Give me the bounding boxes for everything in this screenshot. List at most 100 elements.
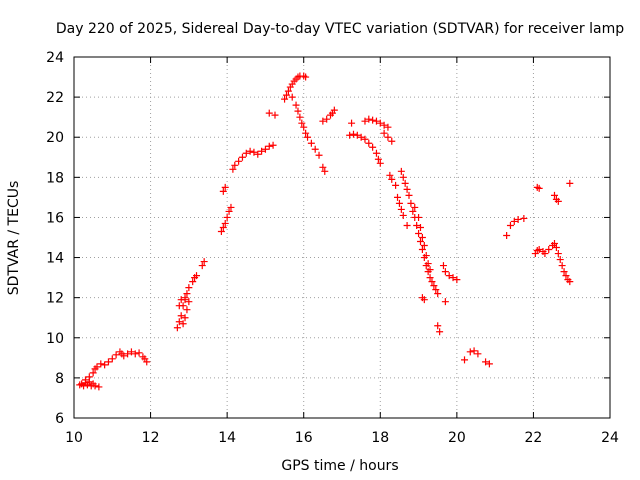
data-point — [376, 119, 384, 127]
x-tick-label: 18 — [371, 430, 389, 446]
data-point — [346, 131, 354, 139]
data-point — [461, 356, 469, 364]
data-point — [175, 318, 183, 326]
y-tick-label: 8 — [55, 371, 64, 387]
data-point — [120, 352, 128, 360]
data-point — [183, 306, 191, 314]
data-point — [380, 121, 388, 129]
data-point — [422, 252, 430, 260]
data-point — [181, 294, 189, 302]
data-point — [104, 358, 112, 366]
data-point — [386, 171, 394, 179]
data-point — [520, 214, 528, 222]
data-point — [416, 238, 424, 246]
x-tick-label: 20 — [448, 430, 466, 446]
data-point — [185, 284, 193, 292]
data-point — [374, 155, 382, 163]
gridlines — [74, 57, 610, 418]
data-point — [361, 135, 369, 143]
data-point — [284, 87, 292, 95]
data-point — [330, 106, 338, 114]
data-point — [349, 130, 357, 138]
data-point — [365, 139, 373, 147]
data-point — [185, 298, 193, 306]
x-tick-label: 12 — [142, 430, 160, 446]
data-point — [394, 193, 402, 201]
data-point — [261, 145, 269, 153]
data-point — [550, 191, 558, 199]
data-point — [401, 179, 409, 187]
data-point — [380, 129, 388, 137]
data-point — [250, 148, 258, 156]
data-point — [307, 139, 315, 147]
data-point — [372, 117, 380, 125]
data-point — [556, 256, 564, 264]
data-point — [177, 296, 185, 304]
data-point — [175, 302, 183, 310]
data-point — [514, 215, 522, 223]
data-point — [399, 173, 407, 181]
data-point — [227, 203, 235, 211]
data-point — [179, 320, 187, 328]
data-point — [552, 244, 560, 252]
data-point — [311, 145, 319, 153]
x-tick-label: 14 — [218, 430, 236, 446]
data-point — [439, 262, 447, 270]
data-point — [177, 312, 185, 320]
data-point — [369, 116, 377, 124]
data-point — [409, 207, 417, 215]
data-point — [453, 276, 461, 284]
data-point — [506, 221, 514, 229]
data-point — [323, 115, 331, 123]
data-point — [258, 147, 266, 155]
data-point — [97, 360, 105, 368]
data-point — [411, 203, 419, 211]
data-point — [384, 133, 392, 141]
data-point — [560, 268, 568, 276]
y-tick-label: 10 — [46, 331, 64, 347]
x-tick-label: 22 — [525, 430, 543, 446]
data-point — [369, 143, 377, 151]
data-point — [81, 376, 89, 384]
data-point — [143, 358, 151, 366]
y-tick-label: 20 — [46, 130, 64, 146]
data-point — [217, 227, 225, 235]
data-point — [321, 167, 329, 175]
data-point — [535, 246, 543, 254]
data-point — [183, 290, 191, 298]
x-axis-label: GPS time / hours — [281, 458, 398, 474]
y-tick-label: 22 — [46, 90, 64, 106]
data-point — [399, 211, 407, 219]
data-point — [124, 350, 132, 358]
y-tick-label: 18 — [46, 170, 64, 186]
data-point — [428, 278, 436, 286]
x-tick-label: 24 — [601, 430, 619, 446]
data-point — [85, 373, 93, 381]
data-point — [302, 73, 310, 81]
data-point — [198, 262, 206, 270]
data-point — [91, 382, 99, 390]
data-point — [403, 185, 411, 193]
data-point — [407, 199, 415, 207]
data-point — [449, 274, 457, 282]
data-point — [193, 272, 201, 280]
data-point — [466, 348, 474, 356]
data-point — [254, 150, 262, 158]
data-point — [315, 151, 323, 159]
data-point — [420, 242, 428, 250]
data-point — [296, 113, 304, 121]
data-point — [541, 250, 549, 258]
data-point — [298, 119, 306, 127]
data-point — [271, 111, 279, 119]
data-point — [292, 101, 300, 109]
y-tick-label: 16 — [46, 210, 64, 226]
data-point — [242, 149, 250, 157]
x-tick-label: 16 — [295, 430, 313, 446]
data-point — [200, 258, 208, 266]
data-point — [482, 358, 490, 366]
data-point — [420, 296, 428, 304]
data-point — [221, 219, 229, 227]
data-point — [485, 360, 493, 368]
data-point — [562, 272, 570, 280]
